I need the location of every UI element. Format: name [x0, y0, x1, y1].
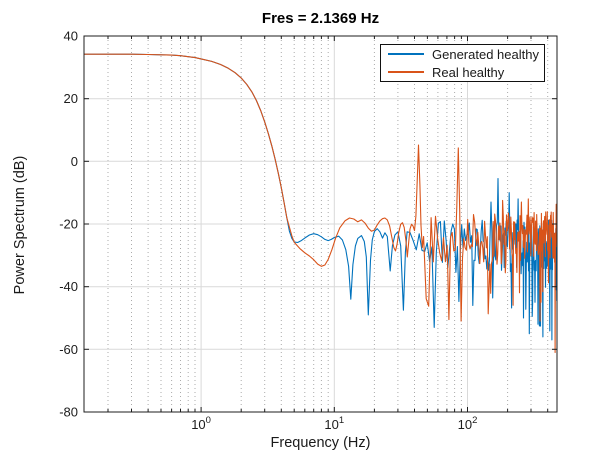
y-tick-label: -20	[59, 217, 78, 232]
series-line-1	[84, 53, 557, 354]
legend-line-sample-blue	[388, 53, 424, 55]
legend-label-real-healthy: Real healthy	[432, 64, 505, 80]
x-axis-label: Frequency (Hz)	[270, 435, 371, 451]
plot-title: Fres = 2.1369 Hz	[261, 10, 380, 27]
y-tick-label: 20	[64, 91, 78, 106]
x-tick-label: 100	[191, 415, 211, 432]
y-tick-label: 40	[64, 29, 78, 44]
y-axis-label: Power Spectrum (dB)	[12, 155, 28, 295]
y-tick-label: -80	[59, 405, 78, 420]
y-tick-label: -40	[59, 279, 78, 294]
legend-item-real-healthy[interactable]: Real healthy	[381, 64, 544, 80]
y-tick-label: 0	[71, 154, 78, 169]
legend-line-sample-orange	[388, 71, 424, 73]
legend[interactable]: Generated healthy Real healthy	[380, 44, 545, 82]
y-tick-label: -60	[59, 342, 78, 357]
x-tick-label: 102	[458, 415, 478, 432]
legend-label-generated-healthy: Generated healthy	[432, 46, 539, 62]
x-tick-label: 101	[324, 415, 344, 432]
legend-item-generated-healthy[interactable]: Generated healthy	[381, 46, 544, 62]
series-line-0	[84, 53, 557, 341]
